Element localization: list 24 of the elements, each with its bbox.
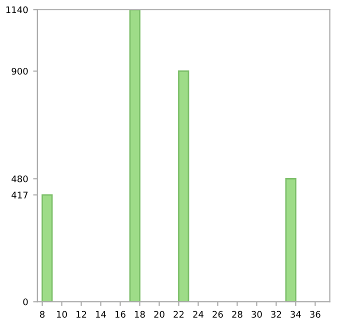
x-tick-label: 20 xyxy=(154,310,164,318)
y-tick-label: 480 xyxy=(12,175,28,182)
x-tick-label: 34 xyxy=(290,310,301,318)
y-tick-label: 0 xyxy=(23,298,28,306)
x-tick-label: 32 xyxy=(271,310,282,318)
bar xyxy=(129,10,140,302)
x-tick-label: 14 xyxy=(96,311,106,318)
x-tick-label: 26 xyxy=(212,310,223,318)
x-tick-label: 12 xyxy=(76,310,86,318)
x-tick-label: 22 xyxy=(174,310,184,318)
x-tick-label: 18 xyxy=(134,310,145,318)
x-tick-label: 16 xyxy=(115,310,126,318)
y-tick-label: 417 xyxy=(12,192,28,198)
bar xyxy=(42,194,53,302)
x-tick-label: 30 xyxy=(252,310,262,318)
bar xyxy=(285,178,296,302)
y-tick-label: 1140 xyxy=(6,6,28,14)
x-tick-label: 8 xyxy=(40,310,45,318)
y-tick-label: 900 xyxy=(12,68,28,75)
x-tick-label: 28 xyxy=(232,310,242,318)
x-tick-label: 24 xyxy=(193,310,204,318)
x-tick-label: 36 xyxy=(310,310,320,318)
x-tick-label: 10 xyxy=(57,310,67,318)
bar xyxy=(178,70,190,302)
